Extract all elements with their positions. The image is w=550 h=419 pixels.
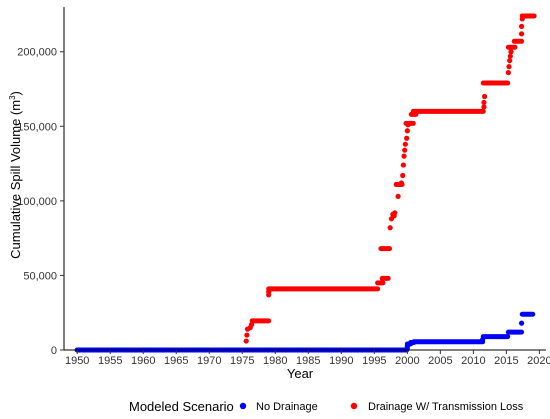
x-tick-label: 2010	[461, 355, 485, 367]
series-no-drainage	[74, 311, 536, 353]
x-tick-label: 2015	[494, 355, 518, 367]
y-tick-label: 200,000	[17, 47, 57, 59]
x-tick-label: 1970	[197, 355, 221, 367]
data-point-drainage-w-transmission-loss	[243, 338, 249, 344]
data-point-drainage-w-transmission-loss	[402, 141, 408, 147]
data-point-drainage-w-transmission-loss	[506, 64, 512, 70]
y-axis-title-sup: 3	[8, 95, 17, 100]
data-point-drainage-w-transmission-loss	[402, 147, 408, 153]
data-point-drainage-w-transmission-loss	[481, 104, 487, 110]
y-axis-title-close: )	[8, 91, 23, 95]
data-point-drainage-w-transmission-loss	[481, 93, 488, 100]
y-tick-label: 150,000	[17, 121, 57, 133]
x-tick-label: 1950	[65, 355, 89, 367]
x-tick-label: 1985	[296, 355, 320, 367]
legend-marker-drainage-transmission-loss	[350, 402, 358, 410]
data-point-drainage-w-transmission-loss	[519, 16, 525, 22]
data-point-drainage-w-transmission-loss	[392, 210, 398, 216]
data-point-drainage-w-transmission-loss	[404, 135, 410, 141]
x-tick-label: 1975	[230, 355, 254, 367]
x-tick-label: 1995	[362, 355, 386, 367]
data-point-drainage-w-transmission-loss	[518, 23, 525, 29]
x-axis-title: Year	[287, 366, 314, 381]
data-point-drainage-w-transmission-loss	[507, 58, 513, 64]
data-point-drainage-w-transmission-loss	[400, 162, 406, 168]
data-point-drainage-w-transmission-loss	[505, 70, 511, 76]
data-point-drainage-w-transmission-loss	[507, 53, 513, 59]
data-point-no-drainage	[518, 320, 525, 326]
legend-title: Modeled Scenario	[129, 399, 234, 414]
data-point-drainage-w-transmission-loss	[518, 31, 525, 37]
data-point-drainage-w-transmission-loss	[508, 49, 514, 55]
y-tick-label: 100,000	[17, 196, 57, 208]
legend-label-no-drainage: No Drainage	[256, 401, 318, 413]
x-tick-label: 1965	[164, 355, 188, 367]
legend-label-drainage-transmission-loss: Drainage W/ Transmission Loss	[368, 401, 524, 413]
x-tick-label: 2005	[428, 355, 452, 367]
data-point-drainage-w-transmission-loss	[481, 99, 487, 106]
data-point-drainage-w-transmission-loss	[395, 193, 401, 199]
y-tick-label: 50,000	[23, 270, 57, 282]
data-point-drainage-w-transmission-loss	[405, 122, 411, 128]
series-drainage-transmission-loss	[74, 13, 537, 353]
x-tick-label: 2020	[527, 355, 550, 367]
data-point-drainage-w-transmission-loss	[398, 180, 404, 186]
data-point-no-drainage	[404, 343, 410, 349]
plot-area	[74, 13, 537, 353]
data-point-drainage-w-transmission-loss	[400, 172, 406, 179]
x-tick-label: 1990	[329, 355, 353, 367]
x-tick-label: 1955	[98, 355, 122, 367]
data-point-drainage-w-transmission-loss	[266, 289, 272, 295]
data-point-drainage-w-transmission-loss	[404, 128, 410, 134]
y-axis-ticks: 0 50,000 100,000 150,000 200,000	[17, 47, 64, 357]
y-axis-title: Cumulative Spill Volume (m3)	[8, 91, 23, 259]
data-point-drainage-w-transmission-loss	[401, 153, 407, 159]
x-tick-label: 1980	[263, 355, 287, 367]
data-point-drainage-w-transmission-loss	[244, 332, 250, 338]
x-axis-ticks: 1950 1955 1960 1965 1970 1975 1980 1985 1990 1995…	[65, 350, 550, 367]
y-tick-label: 0	[51, 345, 57, 357]
data-point-drainage-w-transmission-loss	[248, 322, 255, 328]
legend: Modeled Scenario No Drainage Drainage W/…	[129, 399, 524, 414]
data-point-drainage-w-transmission-loss	[387, 225, 393, 231]
x-tick-label: 2000	[395, 355, 419, 367]
x-tick-label: 1960	[131, 355, 155, 367]
data-point-no-drainage	[480, 336, 486, 343]
legend-marker-no-drainage	[239, 402, 247, 410]
y-axis-title-main: Cumulative Spill Volume (m	[8, 100, 23, 259]
